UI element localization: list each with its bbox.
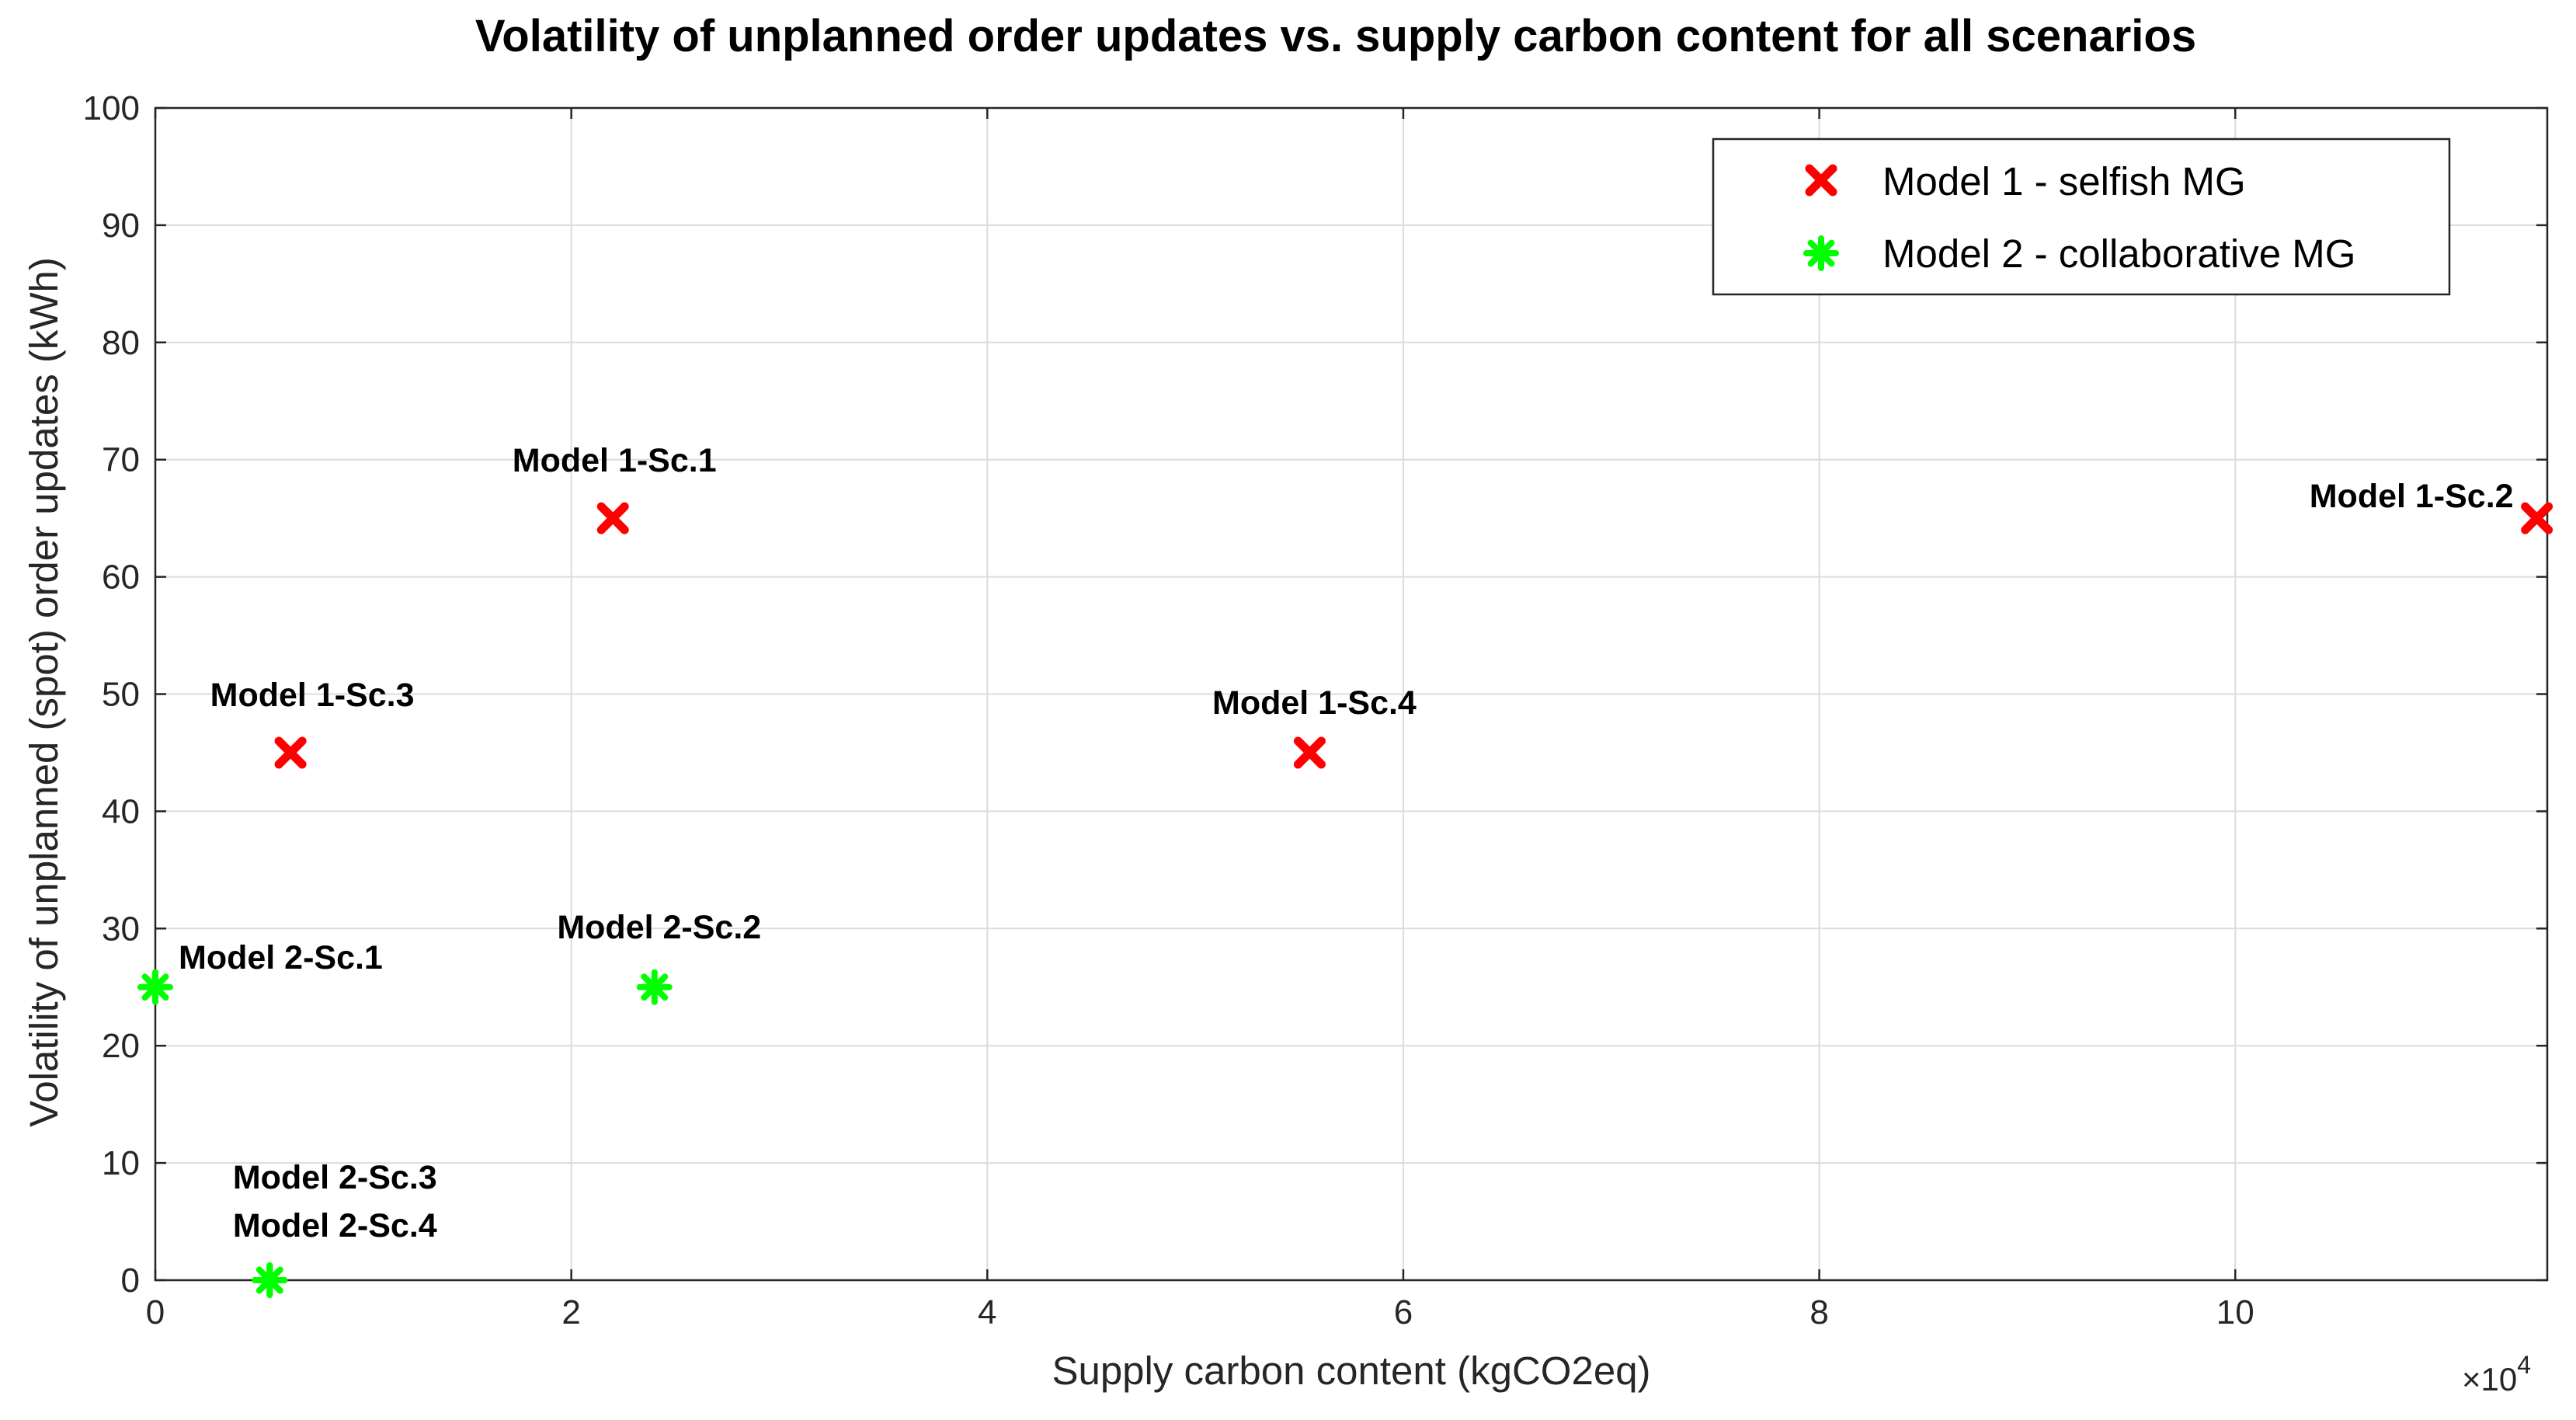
y-tick-label: 80 xyxy=(102,324,140,362)
legend-cross-marker xyxy=(1805,164,1837,197)
y-tick-label: 0 xyxy=(121,1262,140,1300)
x-axis-label: Supply carbon content (kgCO2eq) xyxy=(1052,1349,1650,1393)
grid-lines xyxy=(155,108,2547,1280)
x-tick-label: 0 xyxy=(146,1293,165,1331)
legend-marker-model-2 xyxy=(1803,235,1839,271)
y-tick-label: 50 xyxy=(102,676,140,714)
legend-box xyxy=(1712,137,2451,296)
y-tick-label: 40 xyxy=(102,792,140,830)
data-point-model-2 xyxy=(252,1262,288,1298)
y-tick-label: 100 xyxy=(83,89,140,127)
x-tick-label: 6 xyxy=(1394,1293,1413,1331)
y-tick-label: 60 xyxy=(102,559,140,597)
point-annotation: Model 2-Sc.1 xyxy=(179,939,383,976)
data-point-model-2 xyxy=(636,969,673,1005)
y-tick-label: 30 xyxy=(102,910,140,948)
data-point-model-1 xyxy=(2521,502,2553,534)
x-tick-label: 10 xyxy=(2216,1293,2254,1331)
point-annotations: Model 1-Sc.1 Model 1-Sc.2 Model 1-Sc.3 Mode… xyxy=(179,442,2514,1244)
x-tick-label: 8 xyxy=(1809,1293,1828,1331)
point-annotation: Model 2-Sc.2 xyxy=(557,909,761,946)
x-tick-label: 4 xyxy=(978,1293,996,1331)
x-tick-label: 2 xyxy=(561,1293,580,1331)
point-annotation: Model 2-Sc.4 xyxy=(233,1207,437,1244)
legend-label-model-1: Model 1 - selfish MG xyxy=(1882,159,2246,204)
point-annotation: Model 2-Sc.3 xyxy=(233,1159,437,1196)
x-axis-exponent: ×104 xyxy=(2462,1351,2531,1397)
data-markers xyxy=(137,502,2553,1298)
legend-asterisk-marker xyxy=(1803,235,1839,271)
point-annotation: Model 1-Sc.3 xyxy=(210,677,415,714)
x-exponent-power: 4 xyxy=(2517,1351,2531,1379)
point-annotation: Model 1-Sc.2 xyxy=(2310,478,2514,515)
y-tick-label: 70 xyxy=(102,441,140,479)
legend: Model 1 - selfish MG Model 2 - collabora… xyxy=(1712,137,2451,296)
chart-title: Volatility of unplanned order updates vs… xyxy=(475,11,2196,61)
legend-label-model-2: Model 2 - collaborative MG xyxy=(1882,231,2355,276)
y-axis-label: Volatility of unplanned (spot) order upd… xyxy=(22,257,66,1127)
svg-text:×104: ×104 xyxy=(2462,1351,2531,1397)
y-tick-label: 10 xyxy=(102,1144,140,1182)
data-point-model-1 xyxy=(596,502,629,534)
legend-marker-model-1 xyxy=(1805,164,1837,197)
data-point-model-1 xyxy=(1293,736,1326,769)
x-exponent-base: ×10 xyxy=(2462,1361,2517,1397)
data-point-model-1 xyxy=(274,736,307,769)
data-point-model-2 xyxy=(137,969,173,1005)
y-tick-label: 90 xyxy=(102,207,140,245)
point-annotation: Model 1-Sc.4 xyxy=(1212,684,1417,722)
point-annotation: Model 1-Sc.1 xyxy=(513,442,717,479)
y-tick-label: 20 xyxy=(102,1027,140,1065)
